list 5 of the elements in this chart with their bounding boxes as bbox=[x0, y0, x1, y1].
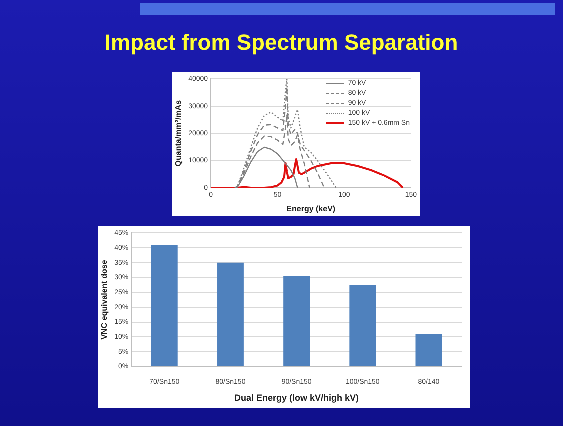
x-axis-title: Energy (keV) bbox=[286, 204, 336, 214]
x-axis-title: Dual Energy (low kV/high kV) bbox=[234, 393, 360, 404]
y-axis-title: VNC equivalent dose bbox=[100, 260, 110, 340]
chart-title: Impact from Spectrum Separation bbox=[104, 30, 460, 56]
y-axis-title: Quanta/mm²/mAs bbox=[174, 100, 184, 167]
